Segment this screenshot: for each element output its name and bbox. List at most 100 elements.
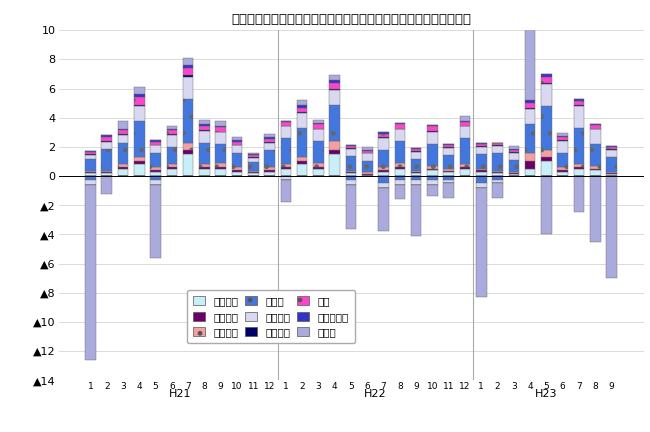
Bar bbox=[346, 185, 356, 229]
Bar bbox=[541, 84, 552, 106]
Bar bbox=[460, 126, 471, 127]
Bar bbox=[231, 145, 242, 146]
Bar bbox=[362, 172, 372, 174]
Bar bbox=[476, 183, 487, 187]
Bar bbox=[606, 149, 617, 150]
Bar bbox=[199, 124, 210, 126]
Bar bbox=[231, 153, 242, 167]
Bar bbox=[215, 127, 226, 132]
Bar bbox=[248, 171, 259, 172]
Bar bbox=[606, 147, 617, 149]
Bar bbox=[215, 121, 226, 126]
Bar bbox=[508, 160, 519, 172]
Bar bbox=[411, 152, 421, 159]
Bar bbox=[134, 157, 144, 162]
Bar bbox=[558, 133, 568, 136]
Bar bbox=[313, 169, 324, 176]
Bar bbox=[346, 176, 356, 181]
Bar bbox=[313, 120, 324, 123]
Bar bbox=[525, 153, 536, 162]
Bar bbox=[476, 170, 487, 172]
Bar bbox=[558, 170, 568, 172]
Bar bbox=[411, 185, 421, 236]
Bar bbox=[541, 162, 552, 176]
Bar bbox=[281, 122, 291, 126]
Bar bbox=[606, 157, 617, 172]
Bar bbox=[525, 103, 536, 108]
Bar bbox=[330, 83, 340, 89]
Bar bbox=[590, 125, 601, 129]
Bar bbox=[101, 149, 112, 171]
Bar bbox=[427, 169, 437, 170]
Bar bbox=[183, 65, 194, 68]
Bar bbox=[248, 173, 259, 176]
Bar bbox=[281, 127, 291, 138]
Bar bbox=[558, 140, 568, 141]
Bar bbox=[378, 134, 389, 137]
Bar bbox=[476, 143, 487, 144]
Bar bbox=[248, 152, 259, 154]
Bar bbox=[460, 116, 471, 121]
Bar bbox=[508, 146, 519, 149]
Bar bbox=[118, 135, 128, 143]
Bar bbox=[590, 144, 601, 166]
Bar bbox=[118, 130, 128, 134]
Bar bbox=[590, 129, 601, 130]
Bar bbox=[525, 169, 536, 176]
Bar bbox=[508, 153, 519, 160]
Bar bbox=[297, 157, 307, 162]
Bar bbox=[395, 163, 405, 167]
Bar bbox=[297, 100, 307, 105]
Bar bbox=[183, 99, 194, 143]
Bar bbox=[330, 150, 340, 154]
Bar bbox=[606, 176, 617, 278]
Bar bbox=[541, 83, 552, 84]
Bar bbox=[183, 58, 194, 65]
Bar bbox=[362, 161, 372, 172]
Bar bbox=[508, 150, 519, 152]
Bar bbox=[476, 176, 487, 183]
Bar bbox=[443, 176, 454, 181]
Bar bbox=[346, 173, 356, 176]
Bar bbox=[118, 164, 128, 167]
Bar bbox=[85, 155, 96, 159]
Bar bbox=[460, 122, 471, 126]
Bar bbox=[574, 164, 584, 167]
Bar bbox=[166, 147, 177, 164]
Bar bbox=[330, 76, 340, 80]
Bar bbox=[150, 153, 161, 167]
Bar bbox=[215, 132, 226, 144]
Bar bbox=[492, 143, 503, 146]
Bar bbox=[330, 89, 340, 90]
Bar bbox=[411, 176, 421, 181]
Bar bbox=[183, 68, 194, 76]
Bar bbox=[460, 169, 471, 176]
Bar bbox=[215, 163, 226, 167]
Bar bbox=[492, 146, 503, 153]
Bar bbox=[150, 146, 161, 153]
Bar bbox=[558, 172, 568, 176]
Bar bbox=[166, 167, 177, 169]
Bar bbox=[231, 172, 242, 176]
Text: H23: H23 bbox=[535, 389, 558, 399]
Bar bbox=[199, 130, 210, 131]
Bar bbox=[590, 130, 601, 144]
Bar bbox=[443, 181, 454, 183]
Bar bbox=[525, 6, 536, 100]
Bar bbox=[85, 152, 96, 154]
Bar bbox=[330, 105, 340, 141]
Bar bbox=[541, 77, 552, 83]
Bar bbox=[248, 158, 259, 162]
Bar bbox=[558, 167, 568, 170]
Bar bbox=[395, 185, 405, 200]
Bar bbox=[378, 183, 389, 187]
Bar bbox=[265, 150, 275, 167]
Bar bbox=[281, 176, 291, 181]
Bar bbox=[460, 138, 471, 164]
Bar bbox=[476, 147, 487, 154]
Bar bbox=[492, 173, 503, 176]
Bar bbox=[443, 169, 454, 171]
Bar bbox=[183, 143, 194, 150]
Bar bbox=[427, 131, 437, 132]
Bar bbox=[574, 167, 584, 169]
